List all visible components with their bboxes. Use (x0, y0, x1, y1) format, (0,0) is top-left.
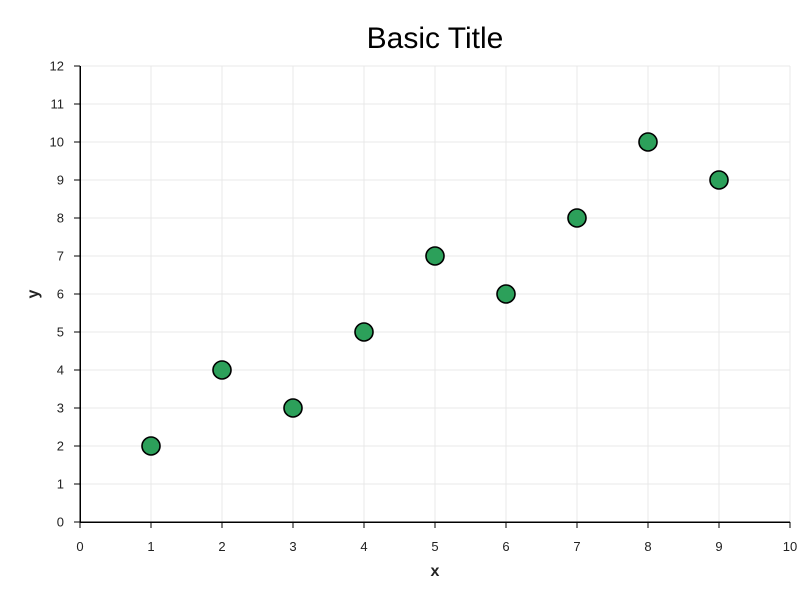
x-tick-label: 4 (360, 539, 367, 554)
y-tick-label: 8 (57, 211, 64, 226)
chart-title: Basic Title (367, 22, 504, 55)
y-tick-label: 5 (57, 325, 64, 340)
data-point (496, 284, 516, 304)
x-tick-label: 10 (783, 539, 797, 554)
y-tick-label: 7 (57, 249, 64, 264)
y-tick-label: 2 (57, 439, 64, 454)
y-tick-label: 10 (50, 135, 64, 150)
y-tick-label: 9 (57, 173, 64, 188)
data-point (638, 132, 658, 152)
data-point (283, 398, 303, 418)
x-tick-label: 0 (76, 539, 83, 554)
y-tick-label: 4 (57, 363, 64, 378)
data-point (141, 436, 161, 456)
data-point (709, 170, 729, 190)
x-tick-label: 6 (502, 539, 509, 554)
x-axis-label: x (431, 563, 440, 580)
y-tick-label: 6 (57, 287, 64, 302)
x-tick-label: 1 (147, 539, 154, 554)
x-tick-label: 9 (715, 539, 722, 554)
data-points (141, 132, 729, 456)
x-tick-label: 7 (573, 539, 580, 554)
x-tick-label: 2 (218, 539, 225, 554)
x-tick-label: 5 (431, 539, 438, 554)
x-tick-label: 8 (644, 539, 651, 554)
y-tick-label: 0 (57, 515, 64, 530)
y-tick-label: 3 (57, 401, 64, 416)
data-point (425, 246, 445, 266)
data-point (567, 208, 587, 228)
y-tick-label: 11 (51, 97, 65, 112)
x-tick-label: 3 (289, 539, 296, 554)
grid (79, 65, 791, 523)
data-point (354, 322, 374, 342)
y-tick-label: 1 (57, 477, 64, 492)
data-point (212, 360, 232, 380)
y-tick-label: 12 (50, 59, 64, 74)
y-axis-label: y (25, 289, 42, 298)
